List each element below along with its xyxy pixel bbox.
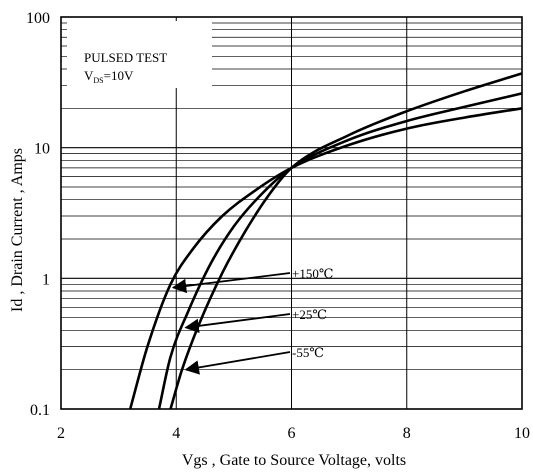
- curve-label: -55℃: [292, 345, 324, 360]
- curve-label: +25℃: [292, 307, 327, 322]
- vds-main: V: [84, 68, 94, 83]
- vds-rest: =10V: [104, 68, 134, 83]
- annotation-vds: VDS=10V: [84, 68, 134, 85]
- curve-label-arrow: [184, 313, 291, 334]
- curve-series-1: [157, 92, 523, 410]
- ticks: 2 4 6 8 10 0.1 1 10 100: [26, 10, 530, 442]
- y-tick-label: 100: [26, 10, 50, 27]
- x-tick-label: 8: [403, 425, 411, 442]
- y-tick-label: 0.1: [30, 402, 50, 419]
- curve-label-arrow: [171, 272, 291, 294]
- curves: [128, 72, 523, 410]
- x-tick-label: 10: [514, 425, 530, 442]
- y-axis-label: Id , Drain Current , Amps: [9, 148, 26, 312]
- annotation-pulsed-test: PULSED TEST: [84, 50, 167, 65]
- annotation-box: [67, 21, 212, 88]
- x-tick-label: 2: [57, 425, 65, 442]
- vds-sub: DS: [93, 76, 103, 85]
- curve-series-2: [169, 72, 523, 410]
- x-axis-label: Vgs , Gate to Source Voltage, volts: [182, 452, 406, 469]
- curve-label-arrow: [184, 351, 291, 375]
- curve-label: +150℃: [292, 266, 333, 281]
- x-tick-label: 4: [172, 425, 180, 442]
- plot-frame: [60, 16, 523, 410]
- x-tick-label: 6: [288, 425, 296, 442]
- curve-labels: +150℃ +25℃ -55℃: [171, 266, 333, 375]
- curve-series-0: [128, 107, 523, 410]
- y-tick-label: 1: [42, 271, 50, 288]
- y-tick-label: 10: [34, 141, 50, 158]
